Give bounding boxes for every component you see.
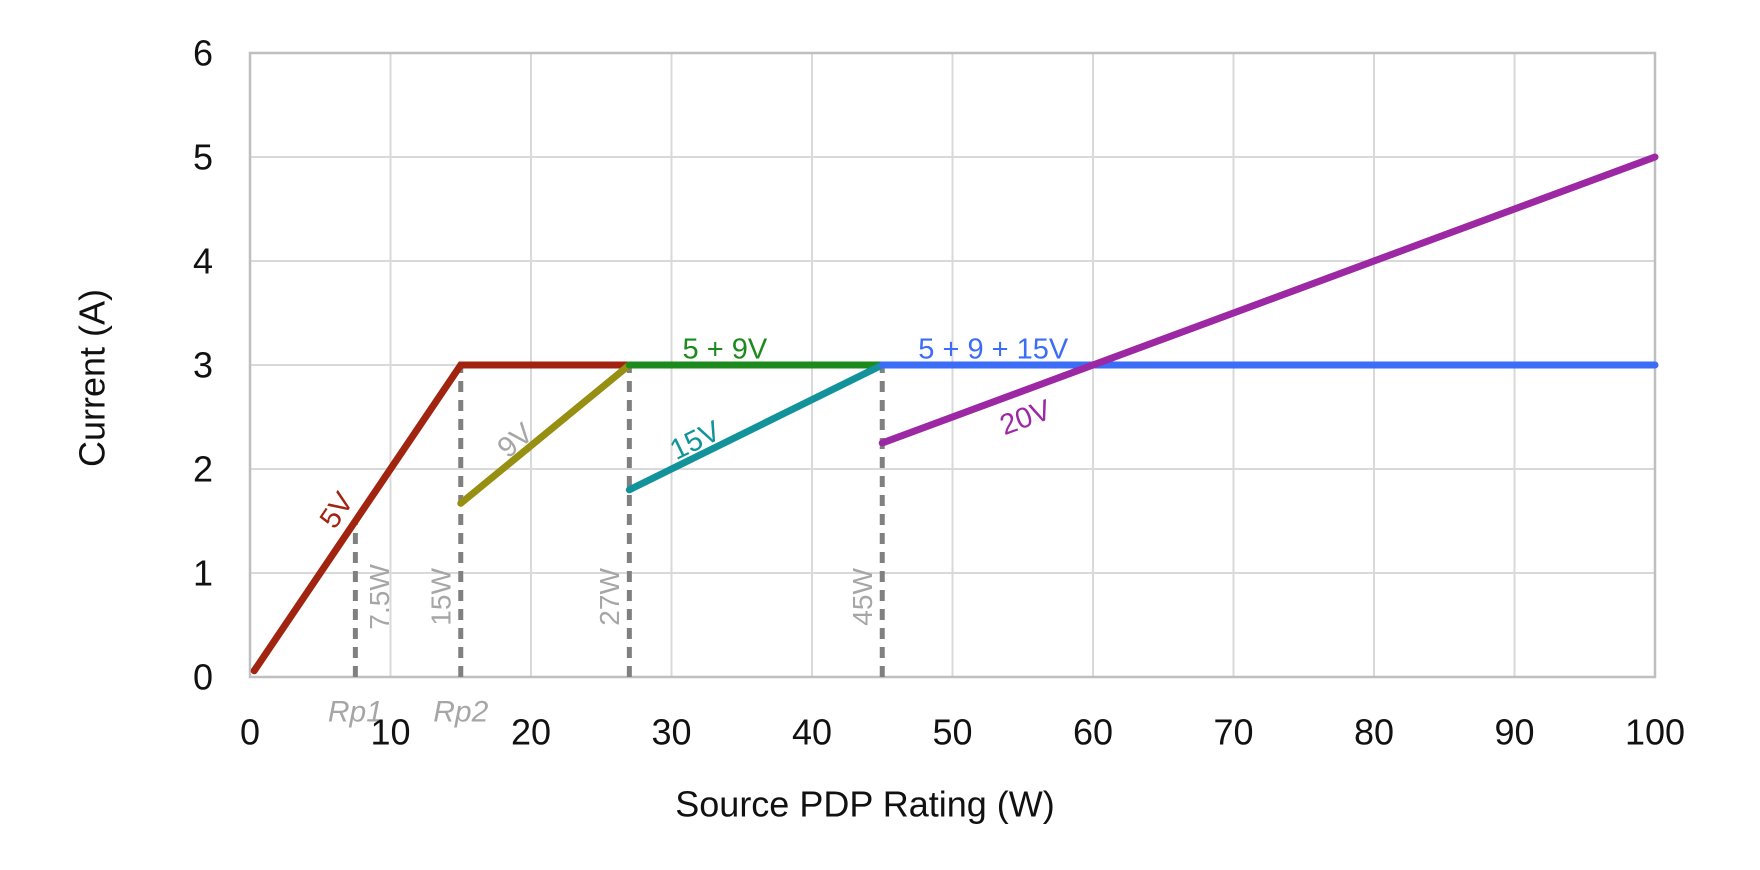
y-tick-label-1: 1 <box>193 553 213 594</box>
series-label-9v: 9V <box>492 417 540 465</box>
x-tick-label-20: 20 <box>511 712 551 753</box>
x-tick-label-100: 100 <box>1625 712 1685 753</box>
guide-label-45w: 45W <box>847 568 878 626</box>
x-tick-label-70: 70 <box>1213 712 1253 753</box>
x-tick-label-30: 30 <box>651 712 691 753</box>
y-tick-label-6: 6 <box>193 33 213 74</box>
rp-label-rp1: Rp1 <box>328 696 383 729</box>
y-tick-label-0: 0 <box>193 657 213 698</box>
x-tick-label-80: 80 <box>1354 712 1394 753</box>
series-line-20v <box>878 153 1659 447</box>
series-line-15v <box>625 361 886 494</box>
y-tick-label-2: 2 <box>193 449 213 490</box>
guide-label-15w: 15W <box>425 568 456 626</box>
x-tick-label-40: 40 <box>792 712 832 753</box>
x-axis-title: Source PDP Rating (W) <box>675 784 1054 825</box>
y-tick-label-4: 4 <box>193 241 213 282</box>
series-line-9v <box>457 361 633 507</box>
y-tick-label-5: 5 <box>193 137 213 178</box>
x-tick-label-50: 50 <box>932 712 972 753</box>
series-line-5v <box>250 361 633 675</box>
series-label-5-9v: 5 + 9V <box>683 333 768 365</box>
x-tick-label-10: 10 <box>370 712 410 753</box>
x-tick-label-90: 90 <box>1494 712 1534 753</box>
x-tick-label-60: 60 <box>1073 712 1113 753</box>
series-label-5-9-15v: 5 + 9 + 15V <box>918 333 1069 365</box>
x-tick-label-0: 0 <box>240 712 260 753</box>
guide-label-7.5w: 7.5W <box>364 564 395 630</box>
rp-label-rp2: Rp2 <box>433 696 488 729</box>
guide-label-27w: 27W <box>594 568 625 626</box>
y-axis-title: Current (A) <box>72 289 113 467</box>
y-tick-label-3: 3 <box>193 345 213 386</box>
